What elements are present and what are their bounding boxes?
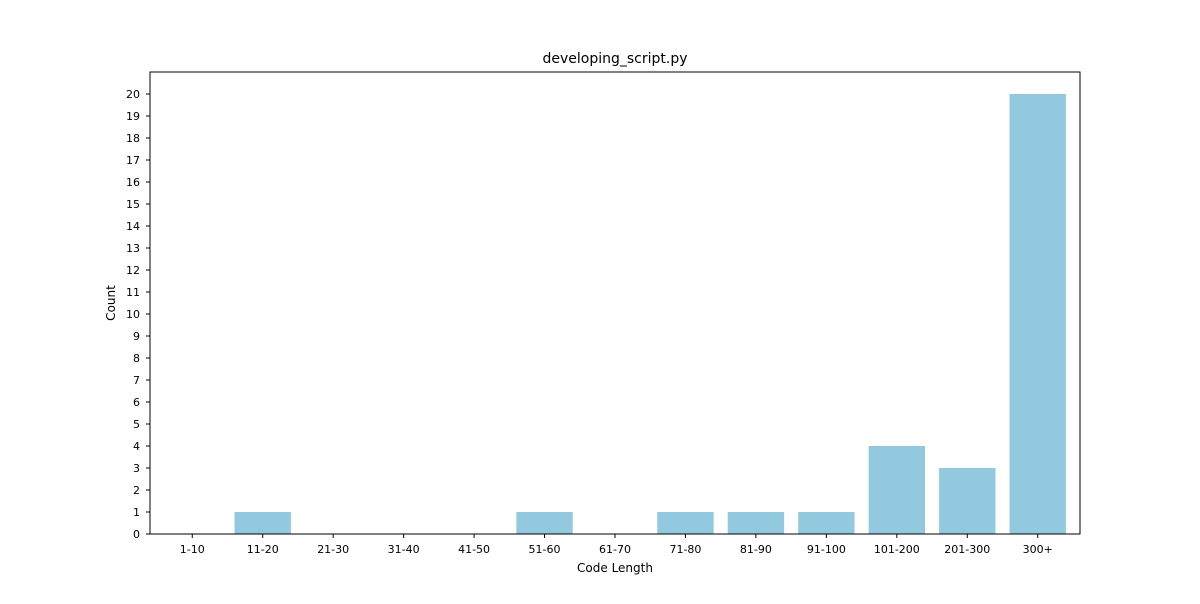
y-tick-label: 0: [133, 528, 140, 541]
x-tick-label: 31-40: [388, 543, 420, 556]
bar-51-60: [516, 512, 573, 534]
bar-300+: [1009, 94, 1066, 534]
bar-71-80: [657, 512, 714, 534]
bars-layer: [234, 94, 1066, 534]
x-tick-label: 51-60: [529, 543, 561, 556]
y-tick-label: 11: [126, 286, 140, 299]
y-tick-label: 14: [126, 220, 140, 233]
y-tick-label: 8: [133, 352, 140, 365]
y-tick-label: 16: [126, 176, 140, 189]
y-tick-label: 6: [133, 396, 140, 409]
y-tick-label: 3: [133, 462, 140, 475]
x-tick-label: 41-50: [458, 543, 490, 556]
y-tick-label: 9: [133, 330, 140, 343]
x-tick-label: 21-30: [317, 543, 349, 556]
x-tick-label: 61-70: [599, 543, 631, 556]
x-tick-label: 81-90: [740, 543, 772, 556]
y-tick-label: 12: [126, 264, 140, 277]
x-tick-label: 201-300: [944, 543, 990, 556]
x-tick-label: 11-20: [247, 543, 279, 556]
y-tick-label: 15: [126, 198, 140, 211]
x-axis: 1-10 11-20 21-30 31-40 41-50 51-60 61-70 71-80 8…: [180, 534, 1053, 556]
y-tick-label: 1: [133, 506, 140, 519]
bar-91-100: [798, 512, 855, 534]
y-tick-label: 19: [126, 110, 140, 123]
bar-201-300: [939, 468, 996, 534]
x-tick-label: 71-80: [669, 543, 701, 556]
x-tick-label: 101-200: [874, 543, 920, 556]
x-tick-label: 91-100: [807, 543, 846, 556]
y-tick-label: 20: [126, 88, 140, 101]
y-tick-label: 5: [133, 418, 140, 431]
y-tick-label: 2: [133, 484, 140, 497]
x-axis-title: Code Length: [577, 561, 653, 575]
bar-11-20: [234, 512, 291, 534]
y-tick-label: 17: [126, 154, 140, 167]
y-tick-label: 10: [126, 308, 140, 321]
x-tick-label: 300+: [1023, 543, 1053, 556]
bar-101-200: [868, 446, 925, 534]
chart-title: developing_script.py: [542, 51, 687, 67]
bar-81-90: [727, 512, 785, 534]
y-tick-label: 13: [126, 242, 140, 255]
y-axis-title: Count: [104, 285, 118, 321]
y-tick-label: 4: [133, 440, 140, 453]
x-tick-label: 1-10: [180, 543, 205, 556]
y-tick-label: 18: [126, 132, 140, 145]
plot-frame: [149, 71, 1081, 535]
y-tick-label: 7: [133, 374, 140, 387]
